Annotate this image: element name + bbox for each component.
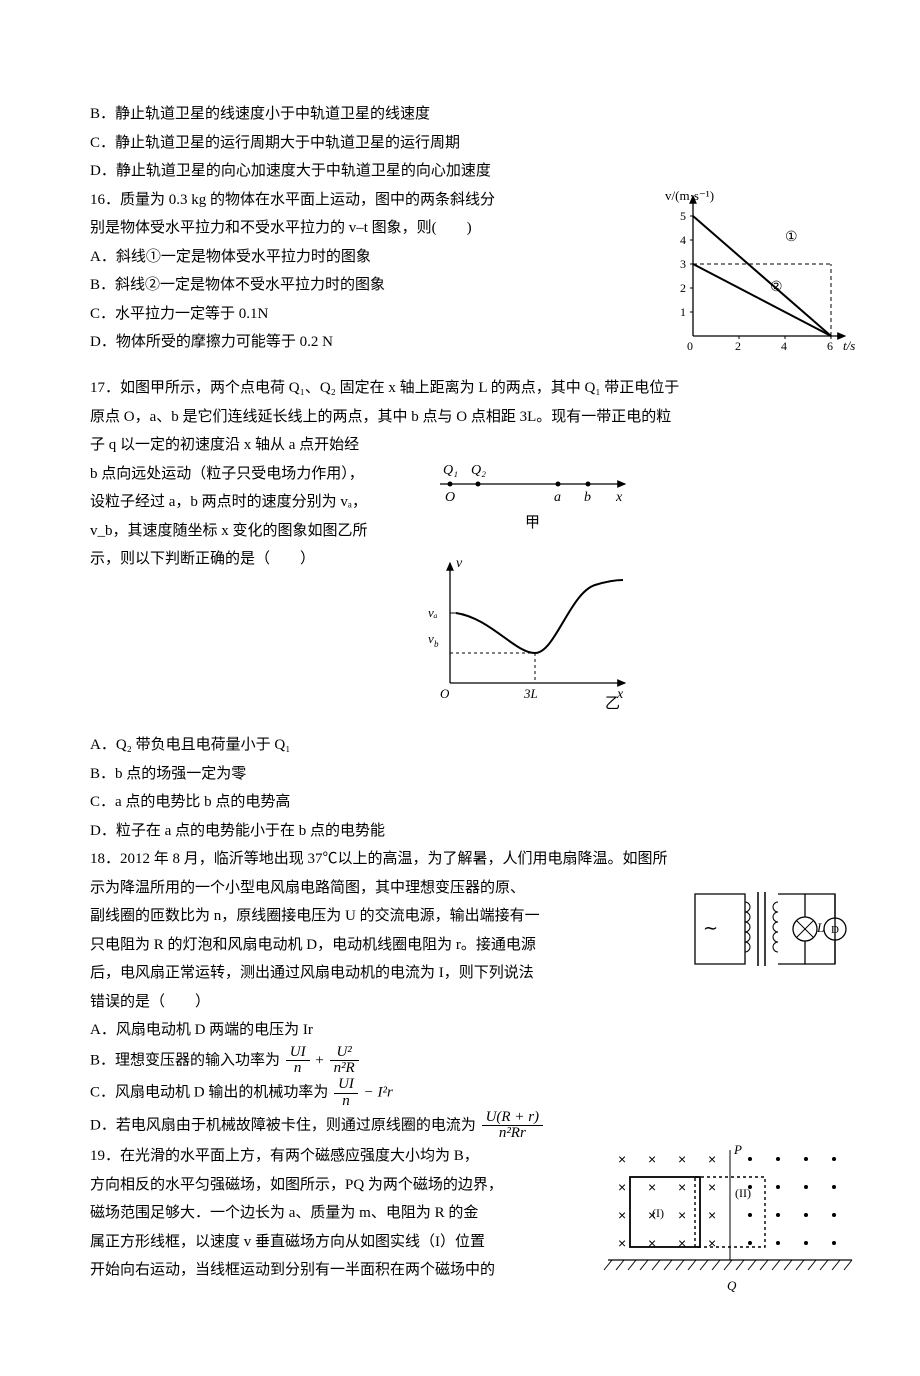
svg-text:b: b <box>434 639 439 649</box>
svg-text:4: 4 <box>680 233 686 247</box>
svg-text:P: P <box>733 1142 742 1157</box>
svg-text:×: × <box>618 1207 626 1223</box>
svg-text:∼: ∼ <box>703 918 718 938</box>
svg-text:×: × <box>648 1151 656 1167</box>
svg-text:5: 5 <box>680 209 686 223</box>
q17-optB: B．b 点的场强一定为零 <box>90 760 860 789</box>
svg-text:(I): (I) <box>652 1206 664 1220</box>
svg-text:①: ① <box>785 230 798 245</box>
svg-text:×: × <box>648 1235 656 1251</box>
q17-optA: A．Q₂ 带负电且电荷量小于 Q₁ <box>90 731 860 760</box>
svg-text:2: 2 <box>735 339 741 353</box>
svg-text:×: × <box>618 1151 626 1167</box>
svg-text:L: L <box>816 920 824 935</box>
svg-text:×: × <box>678 1151 686 1167</box>
q18-optB-frac2: U²n²R <box>330 1045 359 1078</box>
svg-text:b: b <box>584 490 591 505</box>
q18-stem-1: 18．2012 年 8 月，临沂等地出现 37℃以上的高温，为了解暑，人们用电扇… <box>90 845 860 874</box>
svg-text:×: × <box>618 1235 626 1251</box>
svg-text:3: 3 <box>680 257 686 271</box>
q19-diagram: ×××× ×××× ×××× ×××× P (I) (II) Q <box>600 1142 860 1308</box>
q18-optB: B．理想变压器的输入功率为 UIn + U²n²R <box>90 1045 860 1078</box>
q18-optD: D．若电风扇由于机械故障被卡住，则通过原线圈的电流为 U(R + r)n²Rr <box>90 1110 860 1143</box>
q18-optD-prefix: D．若电风扇由于机械故障被卡住，则通过原线圈的电流为 <box>90 1117 480 1133</box>
svg-text:(II): (II) <box>735 1186 751 1200</box>
q18-optC-prefix: C．风扇电动机 D 输出的机械功率为 <box>90 1085 332 1101</box>
svg-text:x: x <box>615 490 623 505</box>
q18-optA: A．风扇电动机 D 两端的电压为 Ir <box>90 1016 860 1045</box>
svg-text:6: 6 <box>827 339 833 353</box>
svg-text:甲: 甲 <box>525 515 540 531</box>
svg-text:vₐ: vₐ <box>428 605 438 620</box>
q15-optB: B．静止轨道卫星的线速度小于中轨道卫星的线速度 <box>90 100 860 129</box>
svg-text:乙: 乙 <box>605 696 620 712</box>
svg-text:O: O <box>440 686 450 701</box>
q17-fig-b: v x O vₐ vb 3L 乙 <box>420 553 635 724</box>
svg-text:Q₂: Q₂ <box>471 463 486 478</box>
svg-text:4: 4 <box>781 339 787 353</box>
q18-optC-frac: UIn <box>334 1077 358 1110</box>
svg-text:×: × <box>678 1179 686 1195</box>
q15-optD: D．静止轨道卫星的向心加速度大于中轨道卫星的向心加速度 <box>90 157 860 186</box>
q16-vt-graph: v/(m·s⁻¹) t/s 1 2 3 4 5 0 2 4 6 ① ② <box>665 186 860 367</box>
svg-text:Q₁: Q₁ <box>443 463 458 478</box>
svg-text:1: 1 <box>680 305 686 319</box>
svg-text:D: D <box>831 924 839 936</box>
svg-text:v: v <box>456 556 463 571</box>
svg-text:×: × <box>648 1179 656 1195</box>
q17-optC: C．a 点的电势比 b 点的电势高 <box>90 788 860 817</box>
q17-optD: D．粒子在 a 点的电势能小于在 b 点的电势能 <box>90 817 860 846</box>
svg-text:×: × <box>678 1207 686 1223</box>
svg-text:a: a <box>554 490 561 505</box>
q17-fig-a: Q₁ Q₂ O a b x 甲 <box>430 439 635 545</box>
q18-optC: C．风扇电动机 D 输出的机械功率为 UIn − I²r <box>90 1077 860 1110</box>
q18-optB-frac1: UIn <box>286 1045 310 1078</box>
svg-text:Q: Q <box>727 1278 737 1293</box>
svg-text:v/(m·s⁻¹): v/(m·s⁻¹) <box>665 188 714 203</box>
q17-stem-1: 17．如图甲所示，两个点电荷 Q₁、Q₂ 固定在 x 轴上距离为 L 的两点，其… <box>90 374 860 403</box>
svg-text:×: × <box>678 1235 686 1251</box>
q18-optB-prefix: B．理想变压器的输入功率为 <box>90 1052 284 1068</box>
svg-text:O: O <box>445 490 455 505</box>
svg-text:0: 0 <box>687 339 693 353</box>
q17-stem-2: 原点 O，a、b 是它们连线延长线上的两点，其中 b 点与 O 点相距 3L。现… <box>90 403 860 432</box>
svg-text:t/s: t/s <box>843 338 855 353</box>
svg-text:×: × <box>708 1235 716 1251</box>
svg-text:3L: 3L <box>523 686 538 701</box>
svg-text:×: × <box>708 1179 716 1195</box>
svg-text:×: × <box>708 1207 716 1223</box>
q15-optC: C．静止轨道卫星的运行周期大于中轨道卫星的运行周期 <box>90 129 860 158</box>
svg-text:2: 2 <box>680 281 686 295</box>
svg-text:②: ② <box>770 280 783 295</box>
svg-text:×: × <box>618 1179 626 1195</box>
q18-circuit: ∼ L D <box>675 874 860 995</box>
q18-optD-frac: U(R + r)n²Rr <box>482 1110 543 1143</box>
svg-text:×: × <box>708 1151 716 1167</box>
